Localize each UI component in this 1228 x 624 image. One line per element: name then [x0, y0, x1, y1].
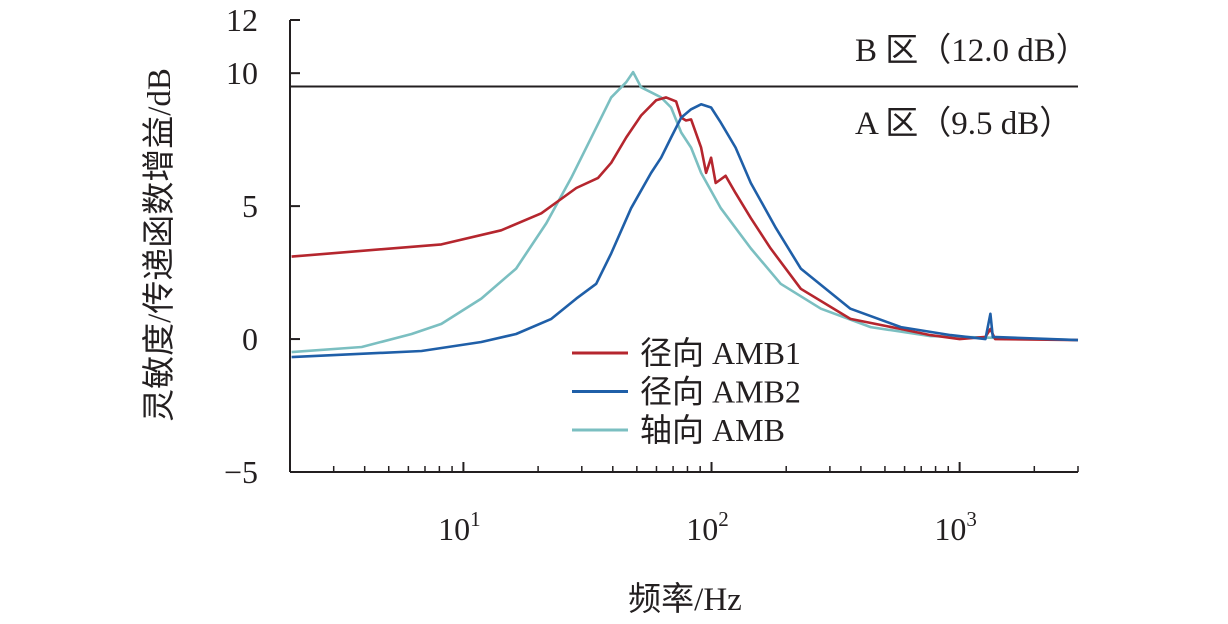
axes: −5 0 5 10 12 101 102 103	[224, 2, 1079, 547]
y-tick-label: 10	[226, 55, 258, 91]
y-tick-label: 12	[226, 2, 258, 38]
plot-lines	[290, 70, 1079, 359]
y-tick-label: 0	[242, 321, 258, 357]
series-line-2	[291, 103, 1079, 359]
y-axis-label: 灵敏度/传递函数增益/dB	[141, 68, 178, 422]
series-line-1	[291, 96, 1079, 342]
legend-label: 轴向 AMB	[640, 412, 785, 448]
y-tick-label: −5	[224, 454, 258, 490]
x-tick-label: 102	[686, 507, 729, 547]
series-line-3	[291, 70, 1079, 354]
annotation-a-zone: A 区（9.5 dB）	[855, 106, 1072, 142]
x-tick-label: 101	[438, 507, 481, 547]
legend-label: 径向 AMB2	[640, 374, 801, 410]
x-tick-label: 103	[934, 507, 977, 547]
y-tick-label: 5	[242, 188, 258, 224]
x-axis-label: 频率/Hz	[628, 581, 742, 618]
annotation-b-zone: B 区（12.0 dB）	[855, 33, 1089, 69]
legend-label: 径向 AMB1	[640, 335, 801, 371]
